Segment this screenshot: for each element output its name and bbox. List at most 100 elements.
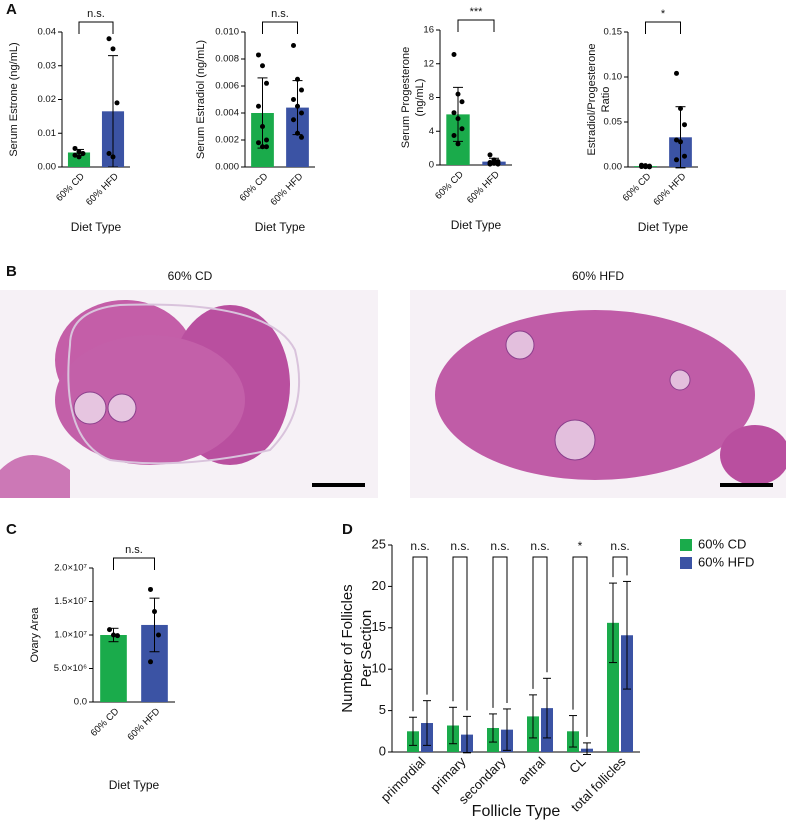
x-tick-label: 60% CD xyxy=(433,169,466,202)
y-tick-label: 0.00 xyxy=(38,162,57,173)
data-point xyxy=(639,164,644,170)
significance-bracket xyxy=(612,556,628,578)
x-tick-label: antral xyxy=(515,754,549,788)
x-tick-label: 60% CD xyxy=(238,171,271,204)
data-point xyxy=(152,609,157,615)
x-tick-label: 60% HFD xyxy=(651,171,688,208)
data-point xyxy=(110,154,116,160)
x-axis-label: Diet Type xyxy=(109,778,160,792)
data-point xyxy=(264,144,269,150)
significance-bracket xyxy=(452,556,468,711)
y-tick-label: 0.008 xyxy=(215,54,239,65)
x-axis-label: Diet Type xyxy=(71,220,122,234)
significance-label: n.s. xyxy=(87,8,105,20)
y-tick-label: 2.0×10⁷ xyxy=(54,563,87,574)
y-axis-label: Serum Estradiol (ng/mL) xyxy=(195,40,207,159)
histology-left xyxy=(0,290,378,498)
data-point xyxy=(111,632,116,638)
data-point xyxy=(106,151,112,156)
y-tick-label: 0.10 xyxy=(604,72,623,83)
significance-label: * xyxy=(661,8,666,20)
y-tick-label: 0.010 xyxy=(215,27,239,38)
y-tick-label: 12 xyxy=(423,58,434,69)
significance-bracket xyxy=(412,556,428,712)
data-point xyxy=(80,151,86,156)
error-bar xyxy=(503,708,511,751)
data-point xyxy=(110,46,116,52)
error-bar xyxy=(543,677,551,739)
data-point xyxy=(487,161,493,167)
significance-bracket xyxy=(645,21,681,34)
data-point xyxy=(451,51,457,57)
image-label: 60% CD xyxy=(168,269,213,283)
significance-label: * xyxy=(578,539,583,553)
y-tick-label: 25 xyxy=(372,536,386,551)
data-point xyxy=(148,659,153,665)
y-tick-label: 4 xyxy=(429,126,434,137)
significance-bracket xyxy=(532,556,548,689)
data-point xyxy=(643,164,648,170)
x-axis-label: Follicle Type xyxy=(472,803,561,820)
significance-label: n.s. xyxy=(610,539,629,553)
panel-label: D xyxy=(342,521,353,538)
data-point xyxy=(299,87,304,93)
data-point xyxy=(451,132,457,138)
x-tick-label: 60% CD xyxy=(54,171,87,204)
data-point xyxy=(295,103,300,109)
data-point xyxy=(674,157,679,163)
data-point xyxy=(459,126,465,132)
data-point xyxy=(115,633,120,639)
x-axis-label: Diet Type xyxy=(451,218,502,232)
panel-label: A xyxy=(6,1,17,18)
y-axis-label: (ng/mL) xyxy=(414,79,426,117)
significance-label: n.s. xyxy=(271,8,289,20)
data-point xyxy=(291,117,296,123)
significance-bracket xyxy=(262,21,298,34)
data-point xyxy=(491,160,497,166)
data-point xyxy=(295,76,300,82)
y-tick-label: 0.006 xyxy=(215,81,239,92)
data-point xyxy=(455,91,461,97)
significance-label: n.s. xyxy=(450,539,469,553)
error-bar xyxy=(569,715,577,748)
y-axis-label: Ratio xyxy=(600,87,612,113)
legend-swatch xyxy=(680,539,692,551)
y-tick-label: 0.00 xyxy=(604,162,623,173)
significance-label: *** xyxy=(470,6,484,18)
error-bar xyxy=(423,700,431,746)
y-tick-label: 10 xyxy=(372,661,386,676)
y-axis-label: Estradiol/Progesterone xyxy=(586,44,598,156)
y-tick-label: 0 xyxy=(429,160,434,171)
data-point xyxy=(156,632,161,638)
data-point xyxy=(264,137,269,143)
image-label: 60% HFD xyxy=(572,269,624,283)
y-tick-label: 16 xyxy=(423,25,434,36)
data-point xyxy=(291,97,296,102)
data-point xyxy=(264,80,269,86)
significance-label: n.s. xyxy=(530,539,549,553)
y-tick-label: 0 xyxy=(379,743,386,758)
data-point xyxy=(106,36,112,42)
y-axis-label: Serum Estrone (ng/mL) xyxy=(8,42,20,156)
y-tick-label: 1.0×10⁷ xyxy=(54,630,87,641)
error-bar xyxy=(149,597,160,653)
data-point xyxy=(451,110,457,116)
error-bar xyxy=(583,742,591,755)
data-point xyxy=(678,139,683,145)
y-tick-label: 0.05 xyxy=(604,117,623,128)
data-point xyxy=(72,152,78,158)
error-bar xyxy=(449,706,457,745)
y-tick-label: 0.002 xyxy=(215,135,239,146)
data-point xyxy=(256,52,261,58)
significance-bracket xyxy=(78,21,114,34)
y-tick-label: 0.000 xyxy=(215,162,239,173)
data-point xyxy=(260,124,265,129)
data-point xyxy=(76,154,82,160)
legend-swatch xyxy=(680,557,692,569)
significance-label: n.s. xyxy=(490,539,509,553)
data-point xyxy=(291,43,296,48)
x-tick-label: 60% HFD xyxy=(465,169,502,206)
data-point xyxy=(107,627,112,633)
x-tick-label: 60% HFD xyxy=(84,171,121,208)
legend-label: 60% CD xyxy=(698,536,746,551)
